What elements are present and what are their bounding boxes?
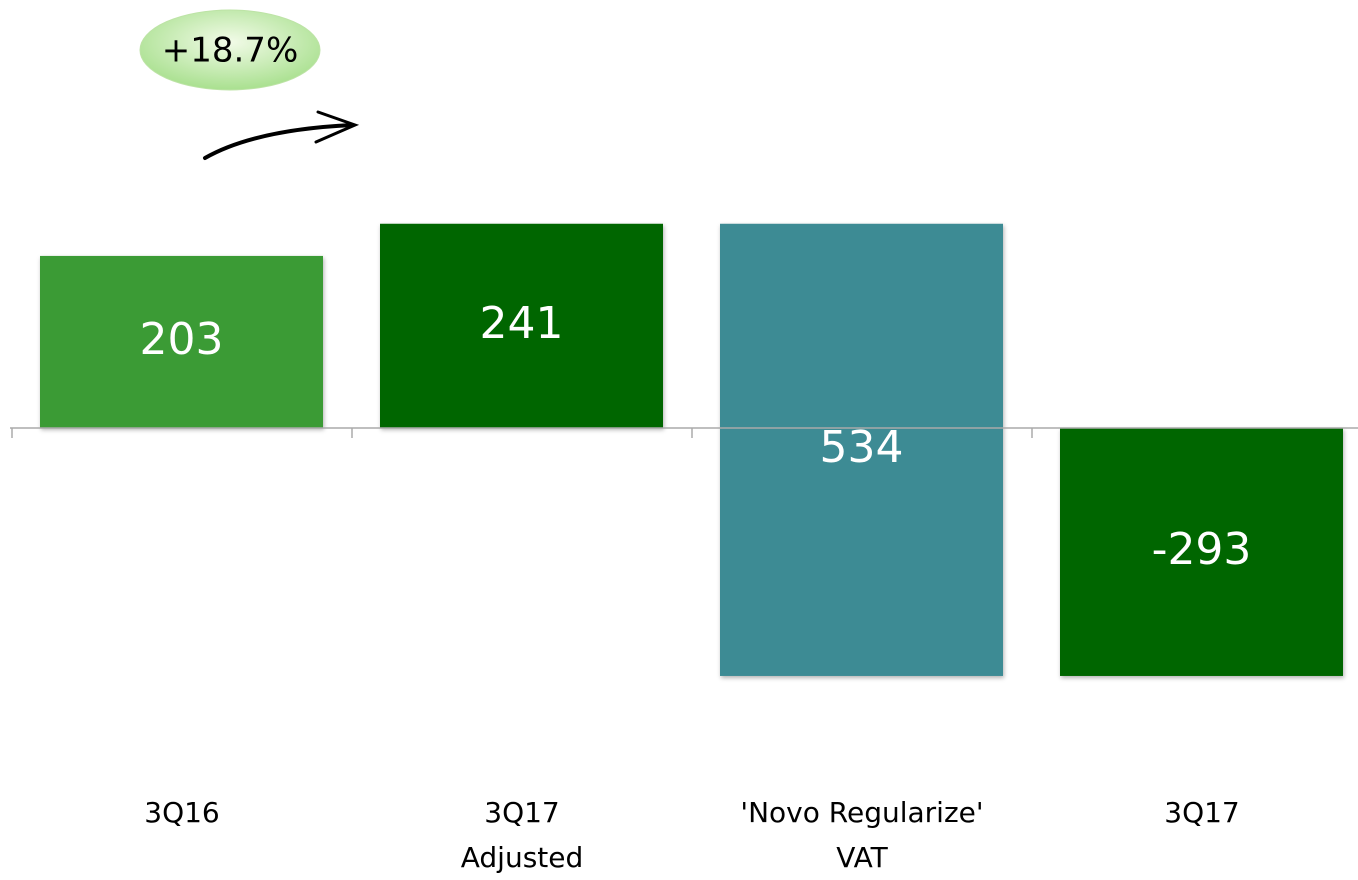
arrow-head	[314, 110, 360, 144]
category-label: 3Q17 Adjusted	[460, 796, 584, 874]
annotation-pill	[139, 9, 321, 91]
value-label: 203	[140, 314, 224, 365]
bar	[1060, 427, 1343, 676]
category-label: 3Q17	[1164, 796, 1240, 829]
value-label: 534	[820, 422, 904, 473]
bar	[40, 255, 323, 428]
value-label: -293	[1152, 524, 1252, 575]
category-label: 3Q16	[144, 796, 220, 829]
category-label: 'Novo Regularize' VAT	[740, 796, 984, 874]
bar	[380, 223, 663, 428]
value-label: 241	[480, 298, 564, 349]
bars	[40, 223, 1343, 676]
value-labels: 203 241 534 -293	[140, 298, 1252, 575]
arrow	[203, 123, 354, 160]
bar	[720, 223, 1003, 676]
annotation-text: +18.7%	[162, 31, 299, 71]
